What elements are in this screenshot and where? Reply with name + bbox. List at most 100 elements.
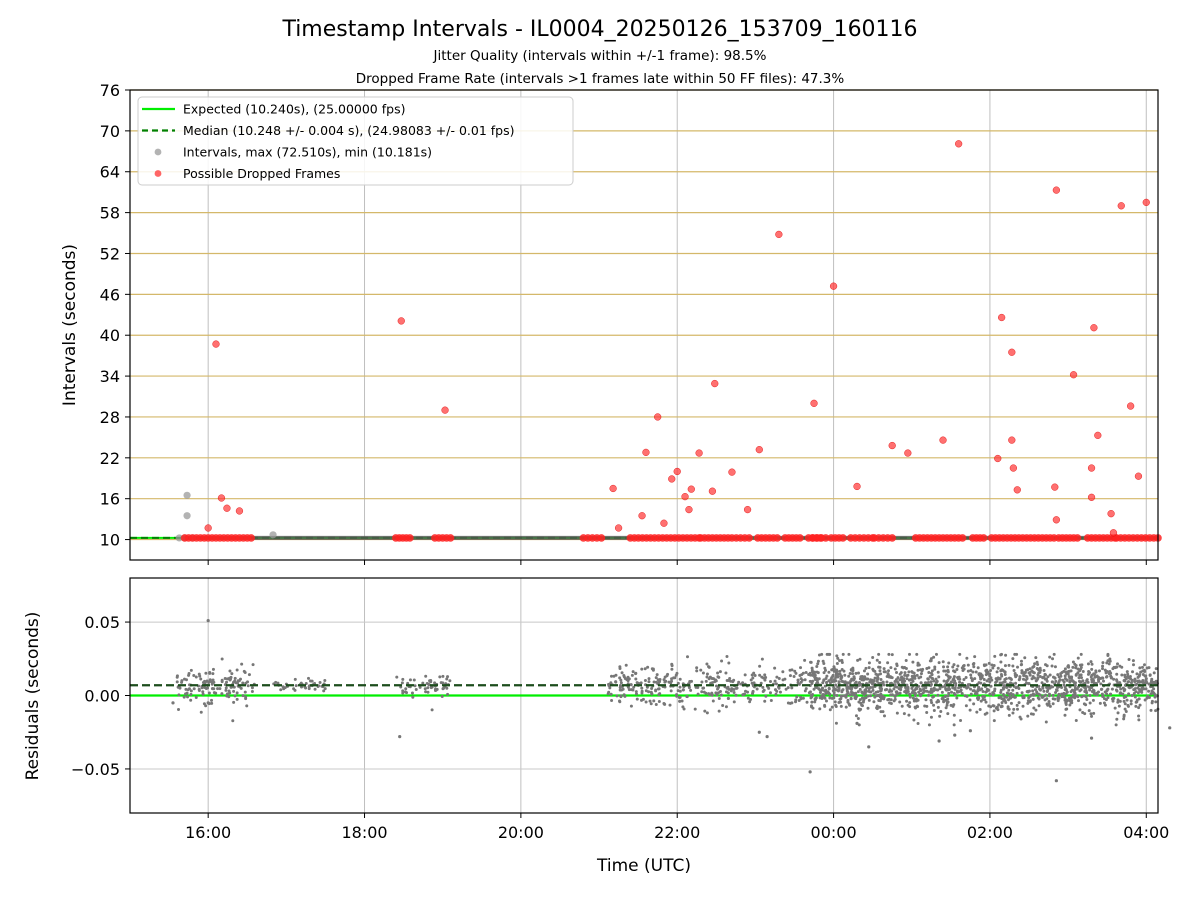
residual-point [774,692,778,696]
residual-point [823,689,827,693]
residual-point [1054,679,1058,683]
residual-point [1083,712,1087,716]
residual-point [1047,699,1051,703]
residual-point [996,708,1000,712]
dropped-frame-point [441,406,449,414]
residual-point [816,659,820,663]
residual-point [908,652,912,656]
residual-point [1047,702,1051,706]
residual-point [751,692,755,696]
residual-point [998,677,1002,681]
residual-point [952,691,956,695]
residual-point [885,687,889,691]
residual-point [1065,690,1069,694]
residual-point [840,658,844,662]
dropped-frame-point [979,534,988,542]
residual-point [711,699,715,703]
residual-point [655,673,659,677]
residual-point [955,668,959,672]
residual-point [886,673,890,677]
residual-point [903,690,907,694]
residual-point [1077,699,1081,703]
residual-point [1042,689,1046,693]
residual-point [715,684,719,688]
residual-point [1076,671,1080,675]
residual-point [858,698,862,702]
residual-point [426,690,430,694]
residual-point [1067,675,1071,679]
residual-point [1088,701,1092,705]
residual-point [929,690,933,694]
residual-point [892,687,896,691]
residual-point [813,673,817,677]
residual-point [868,680,872,684]
dropped-frame-point [1052,516,1060,524]
residual-point [433,681,437,685]
residual-point [699,668,703,672]
residual-point [971,670,975,674]
residual-point [959,688,963,692]
residual-point [846,690,850,694]
residual-point [235,697,239,701]
residual-point [987,688,991,692]
residual-point [835,654,839,658]
residual-point [1107,662,1111,666]
residual-point [1026,699,1030,703]
residual-point [705,711,709,715]
residual-point [840,668,844,672]
residual-point [639,681,643,685]
residual-point [1140,665,1144,669]
residual-point [860,690,864,694]
residual-point [1141,685,1145,689]
residual-point [790,686,794,690]
residual-point [1134,704,1138,708]
residual-point [1000,701,1004,705]
residual-point [440,695,444,699]
residual-point [951,686,955,690]
dropped-frame-point [745,534,753,542]
residual-point [936,693,940,697]
residual-point [1000,704,1004,708]
residual-point [1024,678,1028,682]
residual-point [239,686,243,690]
residual-point [1027,682,1031,686]
residual-point [954,682,958,686]
residual-point [943,683,947,687]
residual-point [1020,691,1024,695]
residual-point [1101,679,1105,683]
residual-point [999,673,1003,677]
dropped-frame-point [1073,534,1082,542]
legend-label: Median (10.248 +/- 0.004 s), (24.98083 +… [183,123,514,138]
residual-point [877,652,881,656]
residual-point [634,692,638,696]
residual-point [1105,689,1109,693]
interval-point [175,534,183,542]
residual-point [860,678,864,682]
residual-point [844,705,848,709]
residual-point [1136,675,1140,679]
residual-point [645,685,649,689]
residual-point [1037,671,1041,675]
residual-point [832,696,836,700]
residual-point [917,676,921,680]
residual-point [847,652,851,656]
residual-point [668,703,672,707]
residual-point [695,669,699,673]
residual-point [854,697,858,701]
residual-point [1017,701,1021,705]
residual-point [763,699,767,703]
residual-point [960,692,964,696]
residual-point [966,683,970,687]
residual-point [1009,701,1013,705]
residual-point [1031,689,1035,693]
residual-point [1168,726,1172,730]
residual-point [1097,679,1101,683]
bottom-plot-frame [129,577,1159,814]
residual-point [1149,679,1153,683]
residual-point [732,678,736,682]
legend-box [137,96,574,186]
residual-point [899,688,903,692]
residual-point [1116,711,1120,715]
residual-point [855,721,859,726]
residual-point [965,656,969,660]
